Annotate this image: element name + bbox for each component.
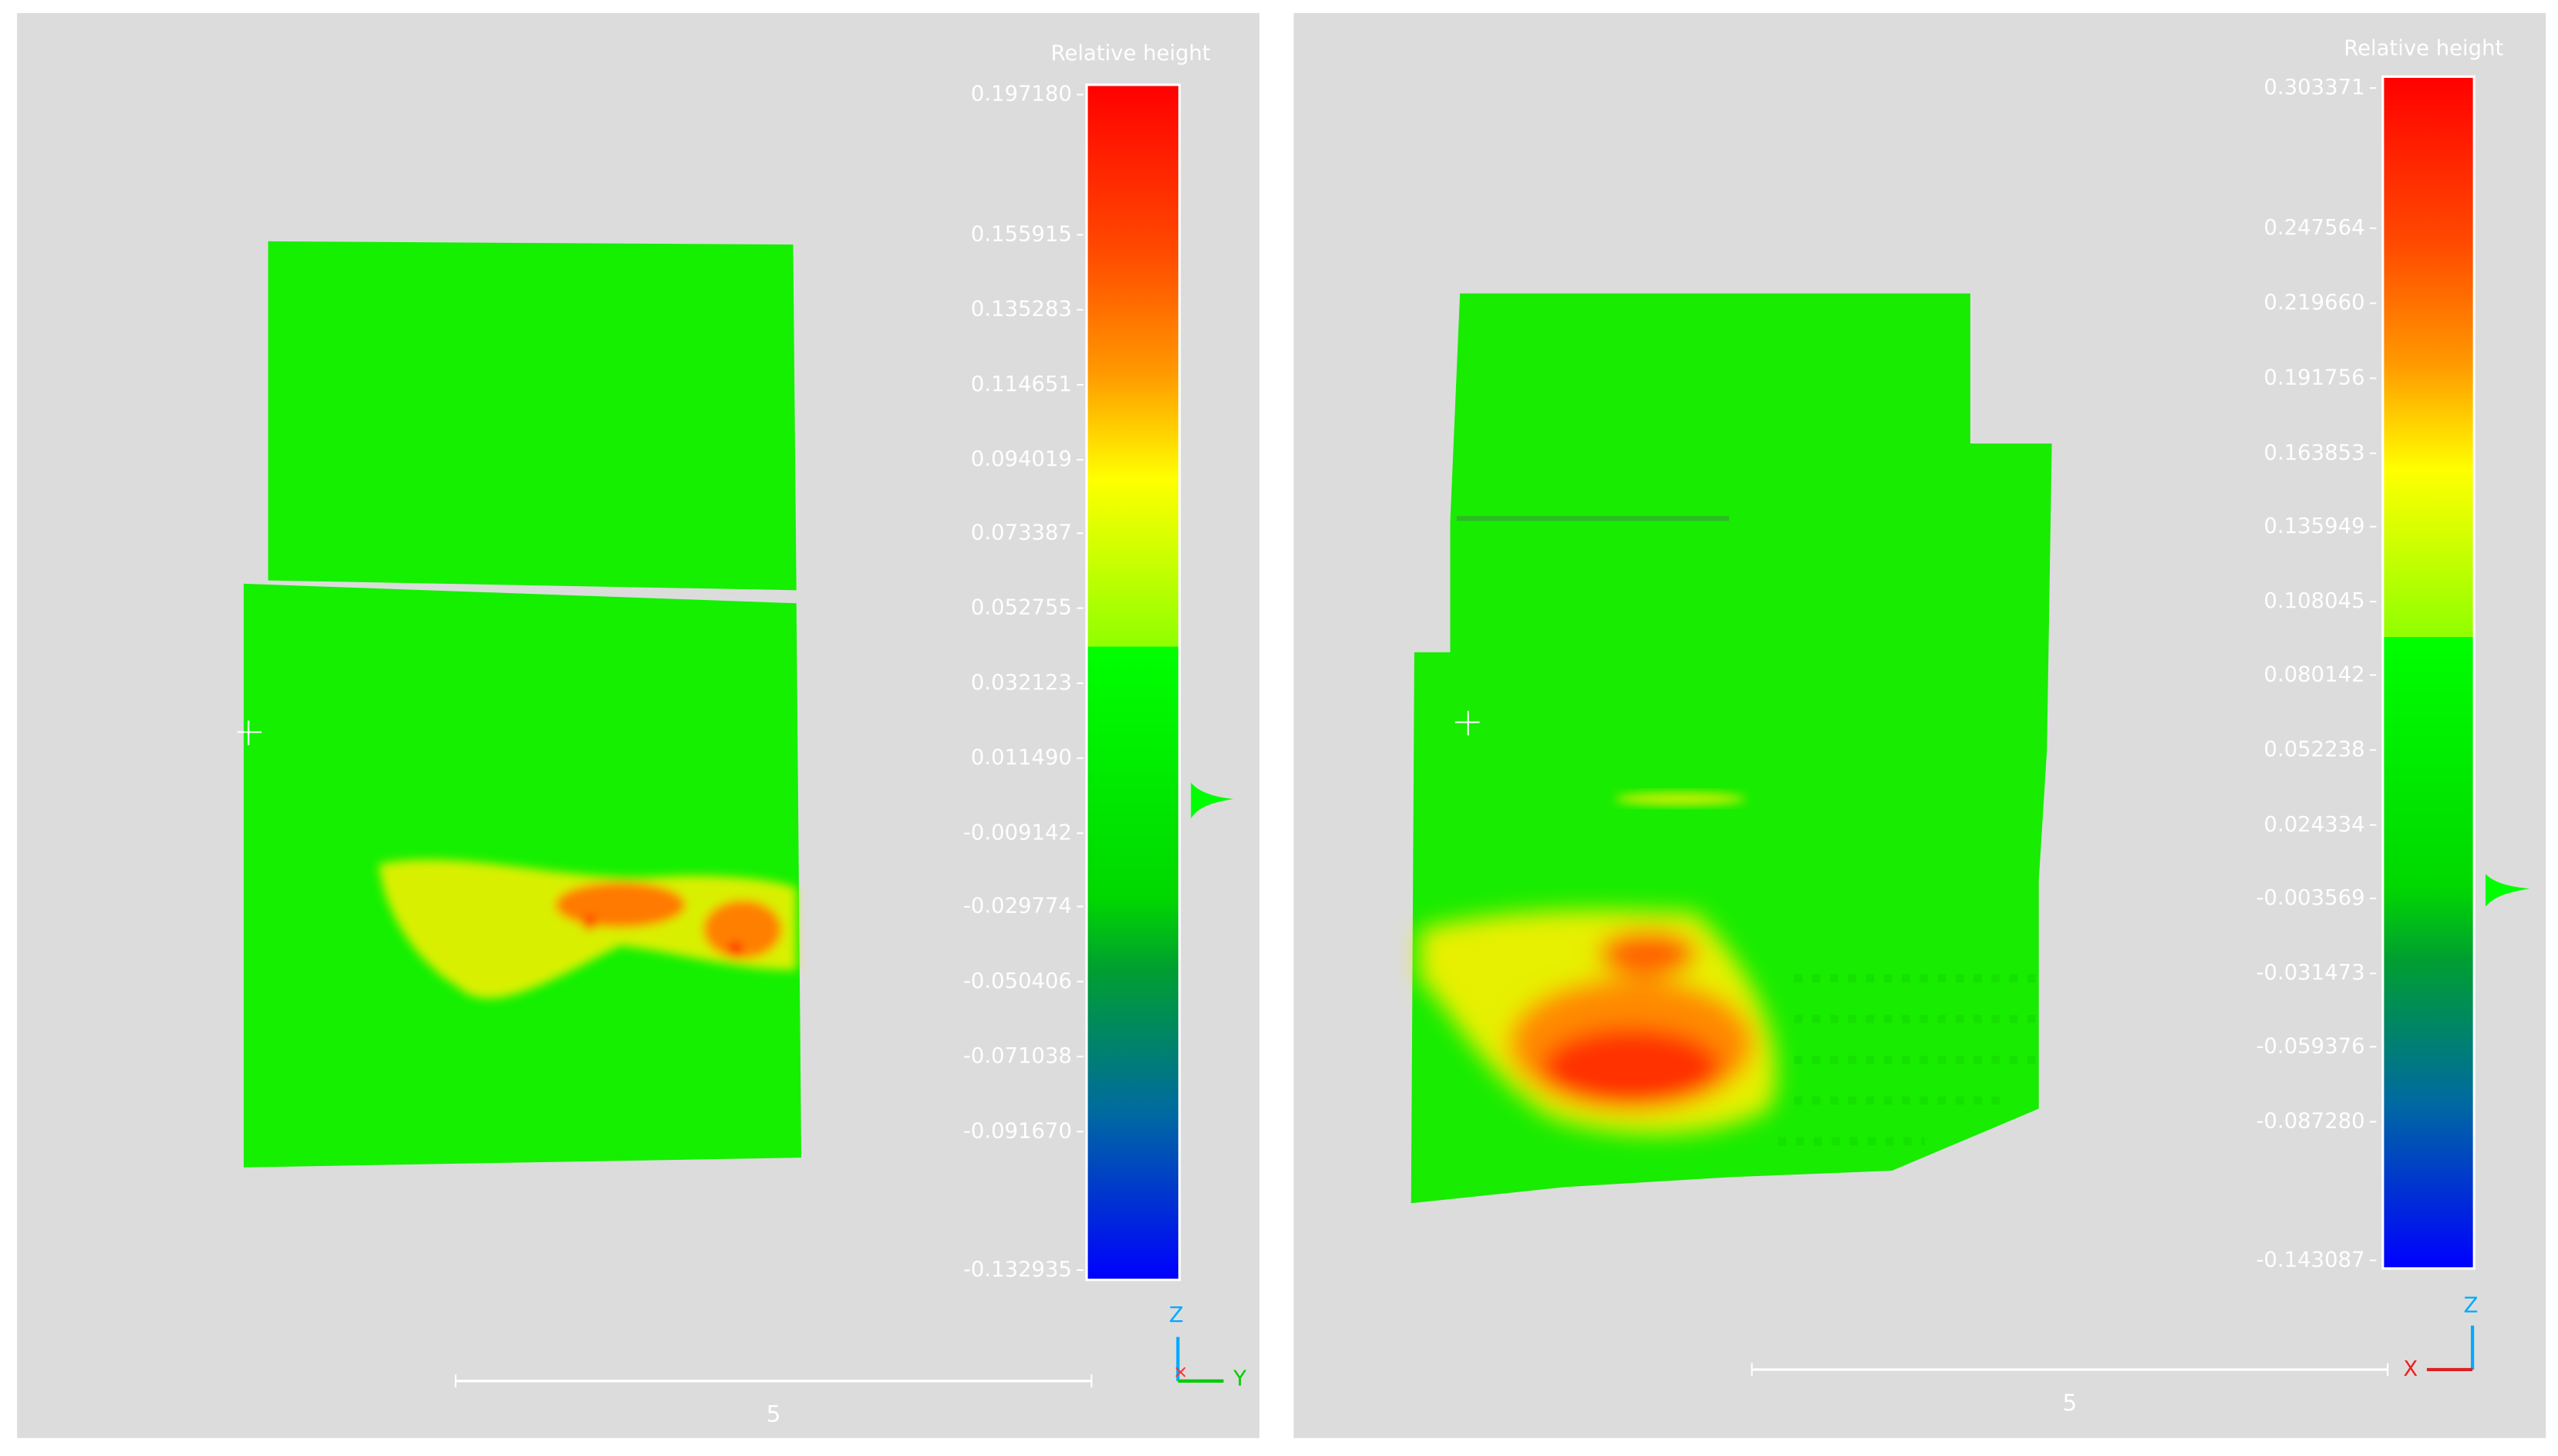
tick-label: 0.052755 [971, 595, 1072, 620]
tick-label: 0.024334 [2263, 812, 2364, 837]
tick-labels: 0.197180 0.155915 0.135283 0.114651 0.094019… [963, 82, 1084, 1282]
tick-label: 0.191756 [2263, 365, 2364, 389]
tick-label: -0.091670 [963, 1118, 1072, 1143]
scale-title: Relative height [1051, 41, 1211, 66]
tick-label: 0.219660 [2263, 290, 2364, 315]
tick-label: 0.303371 [2263, 75, 2364, 99]
tick-label: -0.029774 [963, 894, 1072, 918]
axis-label: X [2403, 1357, 2418, 1381]
tick-label: 0.247564 [2263, 215, 2364, 240]
tick-label: -0.050406 [963, 969, 1072, 993]
tick-label: 0.155915 [971, 221, 1072, 246]
tick-label: 0.011490 [971, 745, 1072, 770]
tick-label: 0.108045 [2263, 588, 2364, 613]
scale-bar-label: 5 [2062, 1390, 2077, 1416]
point-cloud [237, 241, 802, 1168]
tick-labels: 0.303371 0.247564 0.219660 0.191756 0.163853… [2256, 75, 2377, 1272]
scale-title: Relative height [2344, 35, 2503, 60]
tick-label: 0.032123 [971, 670, 1072, 695]
tick-label: -0.071038 [963, 1043, 1072, 1068]
tick-label: -0.003569 [2256, 885, 2365, 910]
axis-label: Y [1232, 1367, 1246, 1391]
tick-label: 0.080142 [2263, 662, 2364, 686]
tick-label: 0.135283 [971, 297, 1072, 322]
histogram-peak [2486, 874, 2530, 907]
color-scale [1085, 83, 1181, 1282]
tick-label: 0.114651 [971, 372, 1072, 396]
tick-label: 0.163853 [2263, 440, 2364, 465]
tick-label: 0.135949 [2263, 514, 2364, 538]
svg-text:×: × [1173, 1362, 1188, 1383]
tick-label: -0.031473 [2256, 960, 2365, 985]
tick-label: 0.052238 [2263, 737, 2364, 762]
tick-label: 0.094019 [971, 447, 1072, 471]
tick-label: 0.073387 [971, 520, 1072, 544]
point-cloud [1410, 293, 2052, 1204]
axis-label: Z [1169, 1303, 1184, 1327]
tick-label: -0.009142 [963, 820, 1072, 844]
tick-label: -0.143087 [2256, 1247, 2365, 1272]
tick-label: -0.132935 [963, 1257, 1072, 1282]
histogram-peak [1191, 782, 1234, 819]
tick-label: -0.087280 [2256, 1109, 2365, 1134]
tick-label: -0.059376 [2256, 1033, 2365, 1058]
tick-label: 0.197180 [971, 82, 1072, 106]
color-scale [2381, 75, 2475, 1270]
scale-bar-label: 5 [767, 1401, 781, 1427]
axis-label: Z [2464, 1293, 2479, 1317]
